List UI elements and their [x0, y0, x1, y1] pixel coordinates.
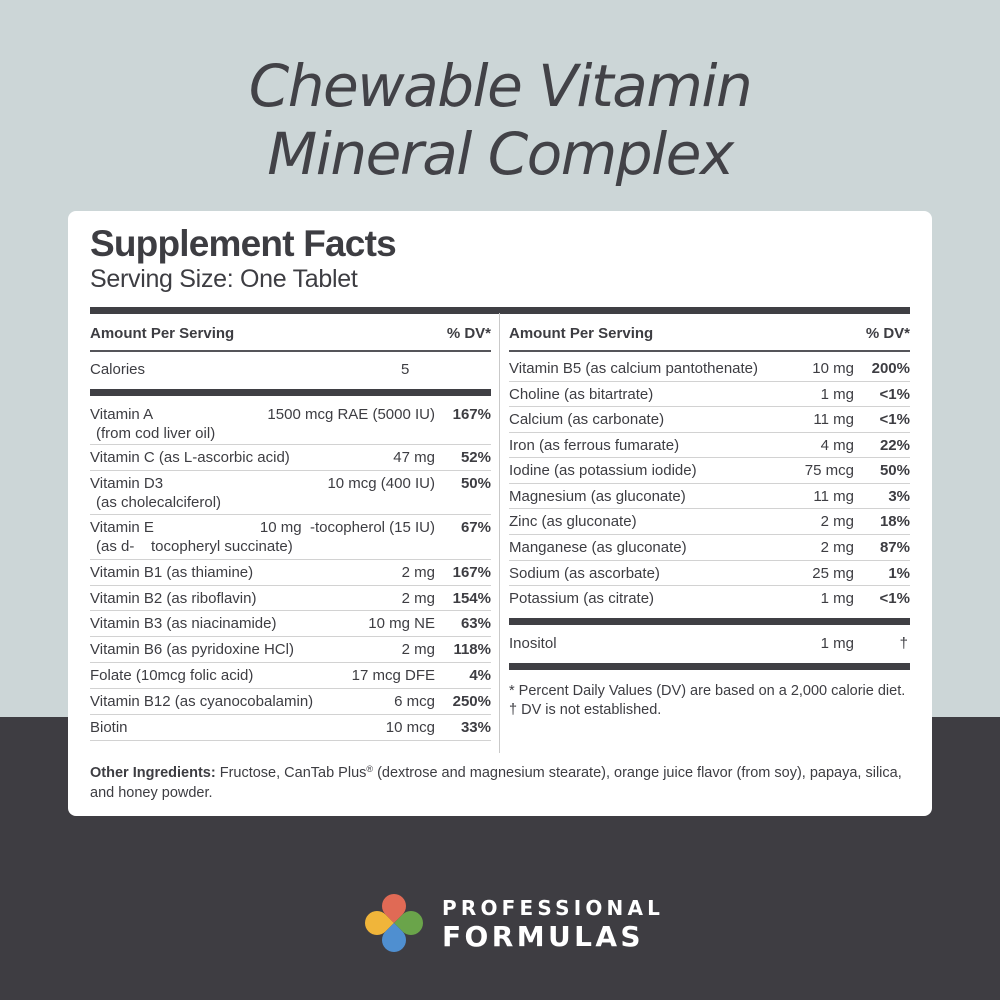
table-row: Biotin 10 mcg 33% — [90, 715, 491, 741]
dv-footnote: * Percent Daily Values (DV) are based on… — [509, 683, 906, 718]
product-title: Chewable Vitamin Mineral Complex — [0, 52, 1000, 188]
product-title-line1: Chewable Vitamin — [248, 52, 753, 120]
table-row: Vitamin C (as L-ascorbic acid) 47 mg 52% — [90, 445, 491, 471]
header-underline — [509, 350, 910, 352]
calories-divider-bar — [90, 389, 491, 396]
other-ingredients-label: Other Ingredients: — [90, 765, 216, 781]
right-header-amount: Amount Per Serving — [509, 325, 654, 342]
table-row: Sodium (as ascorbate) 25 mg 1% — [509, 561, 910, 586]
right-header-dv: % DV* — [865, 325, 910, 342]
inositol-top-bar — [509, 618, 910, 625]
product-title-line2: Mineral Complex — [267, 120, 734, 188]
supplement-facts-panel: Supplement Facts Serving Size: One Table… — [68, 211, 932, 816]
table-row: Manganese (as gluconate) 2 mg 87% — [509, 535, 910, 561]
table-row: Vitamin B5 (as calcium pantothenate) 10 … — [509, 356, 910, 382]
table-row: Vitamin B2 (as riboflavin) 2 mg 154% — [90, 586, 491, 611]
header-underline — [90, 350, 491, 352]
table-row: Iodine (as potassium iodide) 75 mcg 50% — [509, 458, 910, 484]
inositol-row: Inositol 1 mg † — [509, 635, 908, 652]
facts-title: Supplement Facts — [90, 223, 397, 264]
brand-name-line1: PROFESSIONAL — [442, 896, 665, 920]
inositol-bottom-bar — [509, 663, 910, 670]
calories-value: 5 — [401, 361, 410, 378]
brand-name: PROFESSIONAL FORMULAS — [442, 895, 664, 953]
table-row: Choline (as bitartrate) 1 mg <1% — [509, 382, 910, 407]
table-row: Vitamin D3 (as cholecalciferol) 10 mcg (… — [90, 471, 491, 515]
calories-label: Calories — [90, 361, 146, 378]
other-ingredients: Other Ingredients: Fructose, CanTab Plus… — [90, 764, 902, 801]
table-row: Iron (as ferrous fumarate) 4 mg 22% — [509, 433, 910, 458]
table-row: Vitamin E (as d- tocopheryl succinate) 1… — [90, 515, 491, 560]
left-header-amount: Amount Per Serving — [90, 325, 235, 342]
column-divider — [499, 313, 500, 753]
left-header-dv: % DV* — [446, 325, 491, 342]
table-row: Folate (10mcg folic acid) 17 mcg DFE 4% — [90, 663, 491, 689]
brand-logo: PROFESSIONAL FORMULAS — [360, 889, 660, 957]
table-row: Zinc (as gluconate) 2 mg 18% — [509, 509, 910, 535]
calories-row: Calories 5 — [90, 357, 491, 387]
table-row: Potassium (as citrate) 1 mg <1% — [509, 590, 910, 607]
brand-name-line2: FORMULAS — [442, 920, 644, 953]
right-header-row: Amount Per Serving % DV* — [509, 313, 910, 351]
serving-size: Serving Size: One Tablet — [90, 265, 358, 293]
left-header-row: Amount Per Serving % DV* — [90, 313, 491, 351]
flower-logo-icon — [360, 889, 428, 957]
table-row: Vitamin B6 (as pyridoxine HCl) 2 mg 118% — [90, 637, 491, 663]
table-row: Calcium (as carbonate) 11 mg <1% — [509, 407, 910, 433]
dagger-mark: † — [899, 635, 908, 652]
top-divider-bar — [90, 307, 910, 314]
table-row: Vitamin B1 (as thiamine) 2 mg 167% — [90, 560, 491, 586]
table-row: Vitamin B12 (as cyanocobalamin) 6 mcg 25… — [90, 689, 491, 715]
table-row: Vitamin B3 (as niacinamide) 10 mg NE 63% — [90, 611, 491, 637]
table-row: Magnesium (as gluconate) 11 mg 3% — [509, 484, 910, 509]
table-row: Vitamin A (from cod liver oil) 1500 mcg … — [90, 402, 491, 445]
registered-mark: ® — [366, 764, 374, 774]
